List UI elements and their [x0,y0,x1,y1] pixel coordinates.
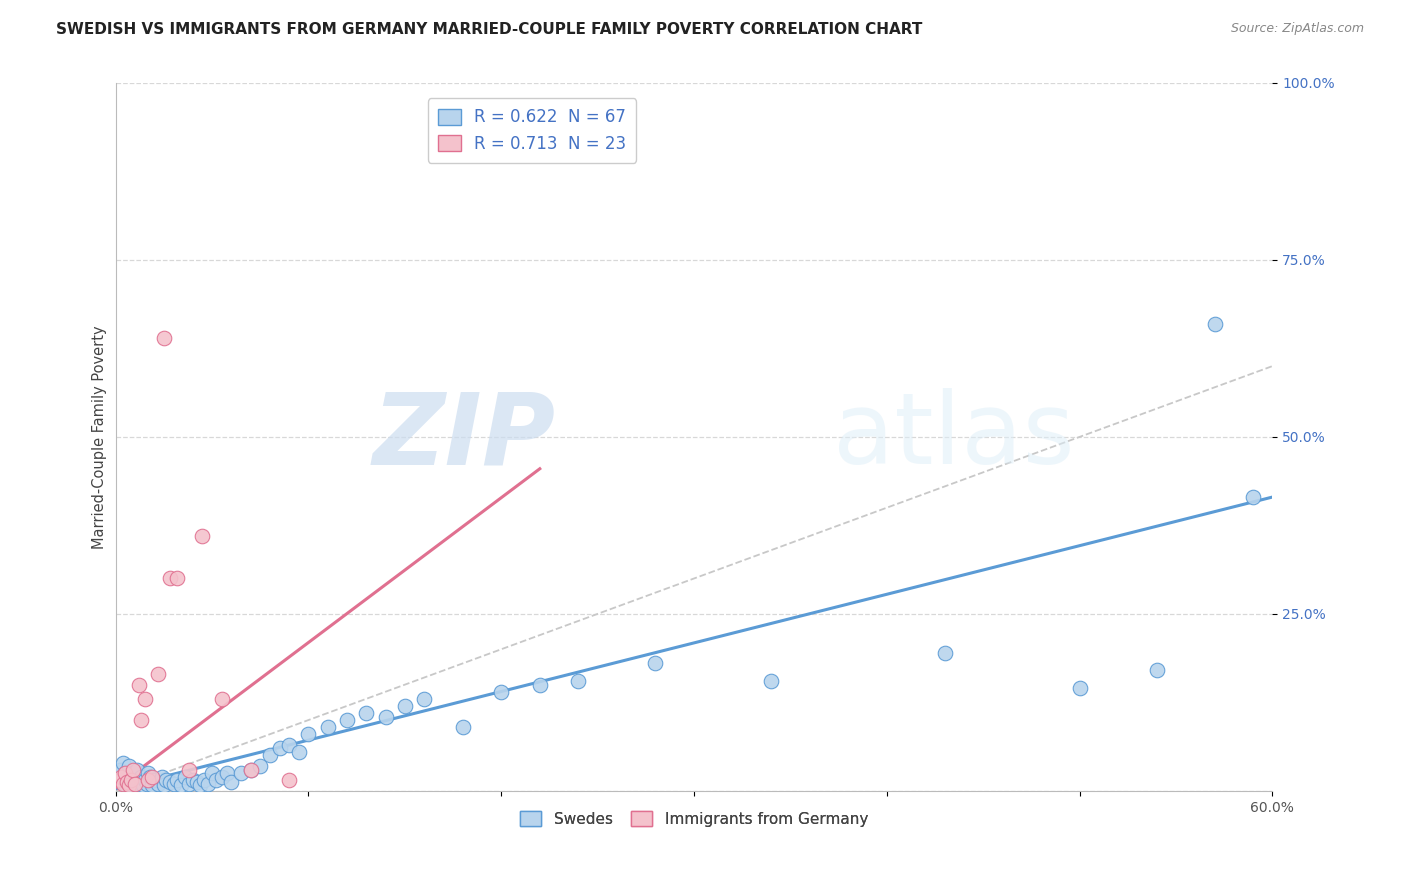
Point [115,773,138,788]
Point [110,773,132,788]
Point [316,720,339,734]
Point [153,778,176,792]
Point [1241,490,1264,504]
Point [278,773,301,788]
Point [186,775,208,789]
Point [122,763,145,777]
Point [288,745,311,759]
Point [162,777,184,791]
Point [191,529,214,543]
Point [114,766,136,780]
Point [1146,664,1168,678]
Point [146,777,169,791]
Point [211,691,233,706]
Point [934,646,956,660]
Point [177,777,200,791]
Point [115,775,138,789]
Point [155,773,177,788]
Point [644,657,666,671]
Point [529,678,551,692]
Point [190,778,212,792]
Point [128,777,150,791]
Point [138,773,160,788]
Point [249,759,271,773]
Point [124,777,146,791]
Y-axis label: Married-Couple Family Poverty: Married-Couple Family Poverty [93,325,107,549]
Point [108,763,131,777]
Point [129,770,152,784]
Point [174,770,197,784]
Point [239,763,262,777]
Point [1204,317,1226,331]
Point [211,770,233,784]
Point [259,748,281,763]
Point [336,713,359,727]
Point [153,331,176,345]
Point [297,727,319,741]
Point [135,777,157,791]
Legend: Swedes, Immigrants from Germany: Swedes, Immigrants from Germany [515,805,875,833]
Point [193,773,215,788]
Point [269,741,291,756]
Point [112,777,135,791]
Point [491,684,513,698]
Point [108,773,131,788]
Point [118,770,141,784]
Point [278,738,301,752]
Point [120,773,142,788]
Point [118,759,141,773]
Point [124,773,146,788]
Point [217,766,239,780]
Point [197,777,219,791]
Text: SWEDISH VS IMMIGRANTS FROM GERMANY MARRIED-COUPLE FAMILY POVERTY CORRELATION CHA: SWEDISH VS IMMIGRANTS FROM GERMANY MARRI… [56,22,922,37]
Point [394,698,416,713]
Point [141,770,163,784]
Point [166,773,188,788]
Point [122,766,145,780]
Point [143,773,166,788]
Point [239,763,262,777]
Point [159,572,181,586]
Point [229,766,252,780]
Point [221,775,243,789]
Point [451,720,474,734]
Point [112,756,135,770]
Point [129,713,152,727]
Point [118,778,141,792]
Point [1069,681,1091,696]
Point [141,778,163,792]
Text: ZIP: ZIP [373,388,555,485]
Point [413,691,436,706]
Point [131,778,153,792]
Point [138,766,160,780]
Point [170,778,193,792]
Point [759,674,782,689]
Point [166,572,188,586]
Point [114,777,136,791]
Point [128,678,150,692]
Text: atlas: atlas [832,388,1074,485]
Point [139,770,162,784]
Point [134,773,156,788]
Point [146,667,169,681]
Point [120,777,142,791]
Point [567,674,589,689]
Point [356,706,378,720]
Point [201,766,224,780]
Text: Source: ZipAtlas.com: Source: ZipAtlas.com [1230,22,1364,36]
Point [374,709,396,723]
Point [159,775,181,789]
Point [205,773,228,788]
Point [110,770,132,784]
Point [181,773,204,788]
Point [114,766,136,780]
Point [125,763,148,777]
Point [177,763,200,777]
Point [150,770,173,784]
Point [134,691,156,706]
Point [107,770,129,784]
